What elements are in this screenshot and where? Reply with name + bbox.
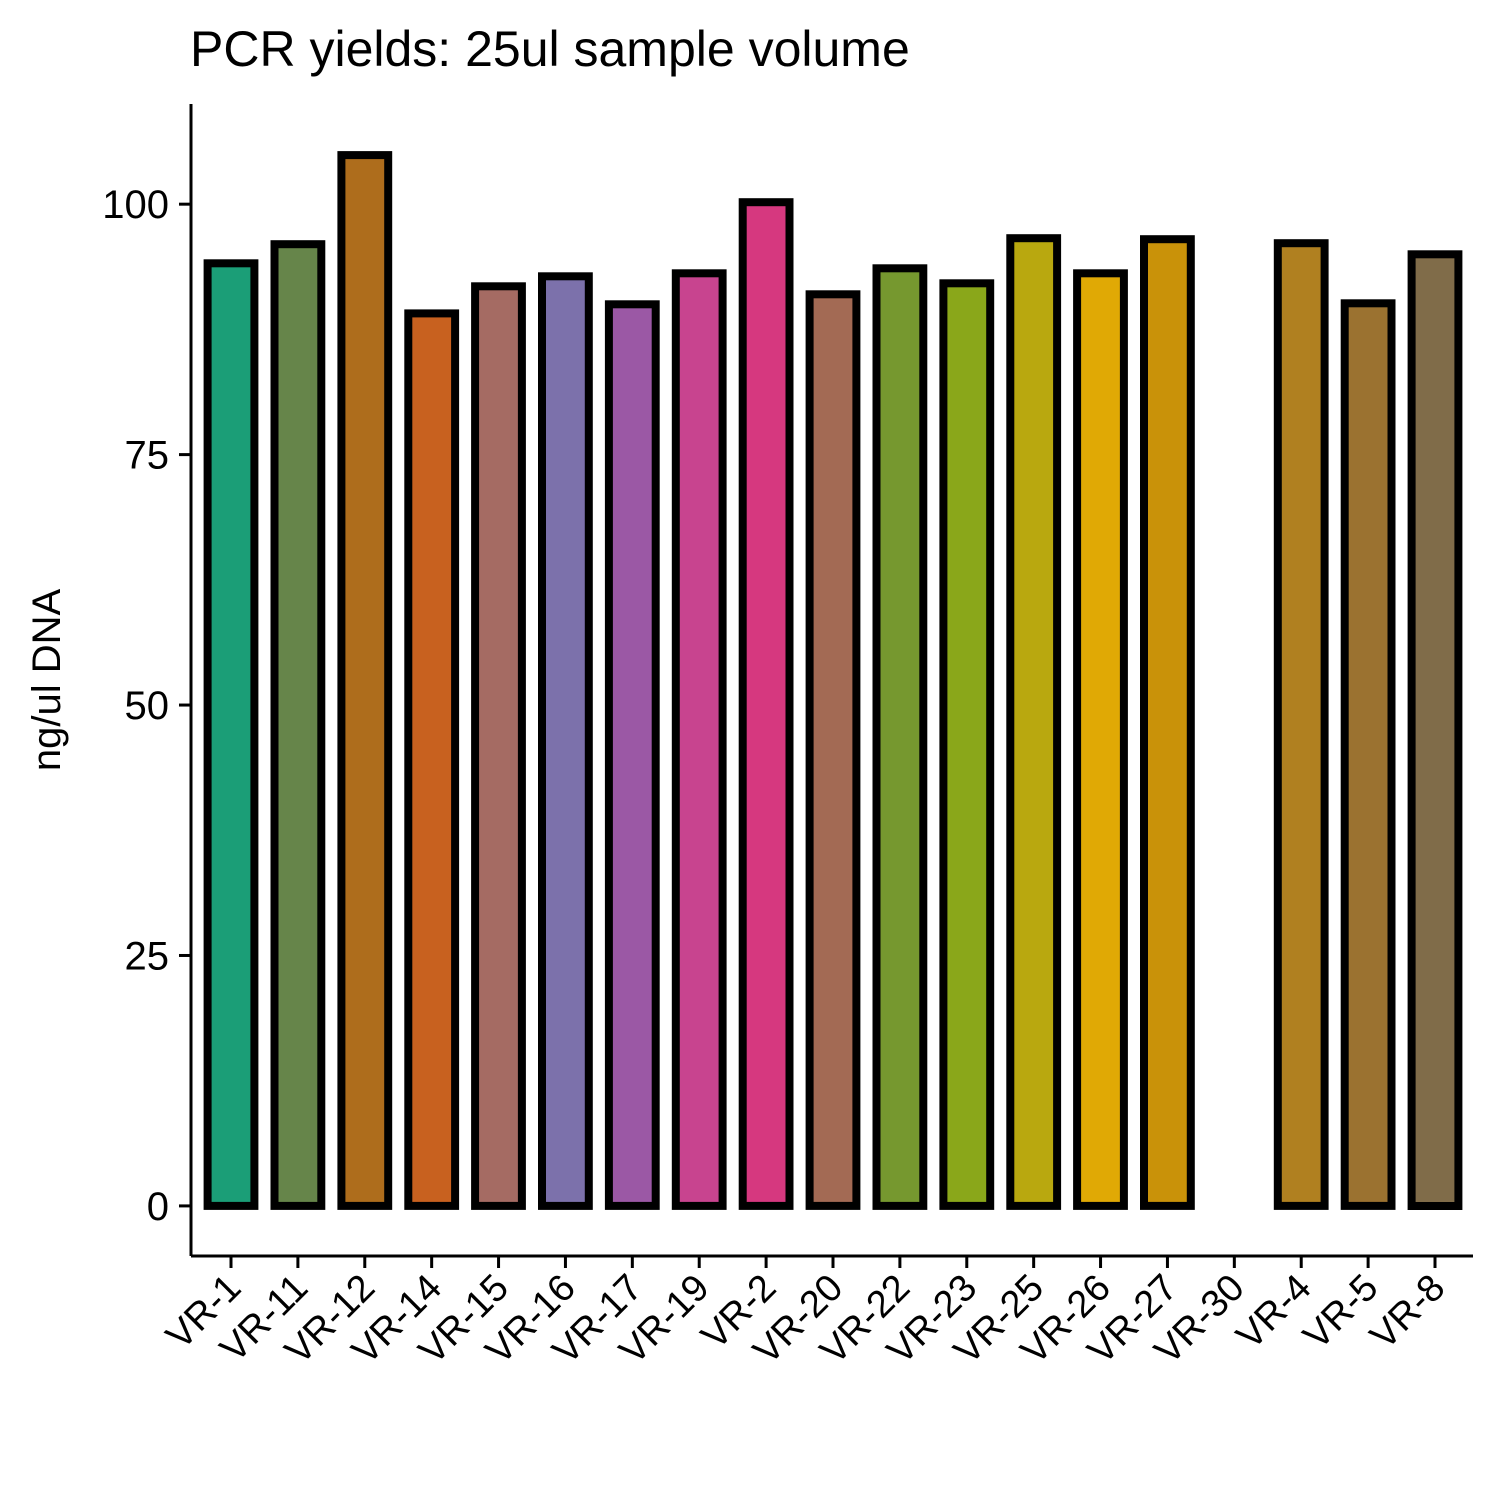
bar-vr-4 — [1273, 239, 1329, 1210]
bar-vr-27 — [1140, 235, 1195, 1210]
y-tick-label: 75 — [125, 434, 170, 478]
x-tick-label-vr-4: VR-4 — [1229, 1267, 1320, 1358]
bar-vr-1 — [203, 259, 259, 1210]
bar-vr-25 — [1006, 234, 1062, 1210]
bar-vr-17 — [604, 300, 660, 1210]
y-axis-title: ng/ul DNA — [25, 589, 69, 772]
x-tick-label-vr-5: VR-5 — [1296, 1267, 1387, 1358]
x-tick-label-vr-8: VR-8 — [1362, 1267, 1453, 1358]
chart-title: PCR yields: 25ul sample volume — [190, 21, 910, 77]
bar-vr-14 — [404, 309, 460, 1210]
bar-vr-11 — [270, 240, 326, 1210]
bar-vr-22 — [872, 264, 928, 1210]
bars-group — [203, 151, 1463, 1211]
bar-vr-20 — [805, 290, 861, 1210]
bar-vr-2 — [738, 198, 794, 1210]
y-tick-label: 100 — [102, 183, 169, 227]
bar-vr-16 — [538, 272, 593, 1210]
bar-vr-12 — [337, 151, 393, 1210]
bar-vr-15 — [471, 282, 526, 1210]
bar-vr-23 — [939, 279, 995, 1210]
bar-vr-8 — [1407, 250, 1463, 1211]
bar-vr-26 — [1073, 269, 1128, 1210]
bar-vr-19 — [671, 269, 727, 1210]
y-tick-label: 0 — [147, 1185, 169, 1229]
y-tick-label: 25 — [125, 934, 170, 978]
y-tick-label: 50 — [125, 684, 170, 728]
y-axis: 0 25 50 75 100 — [102, 104, 193, 1256]
x-axis: VR-1VR-11VR-12VR-14VR-15VR-16VR-17VR-19V… — [158, 1254, 1473, 1373]
bar-vr-5 — [1340, 299, 1396, 1210]
